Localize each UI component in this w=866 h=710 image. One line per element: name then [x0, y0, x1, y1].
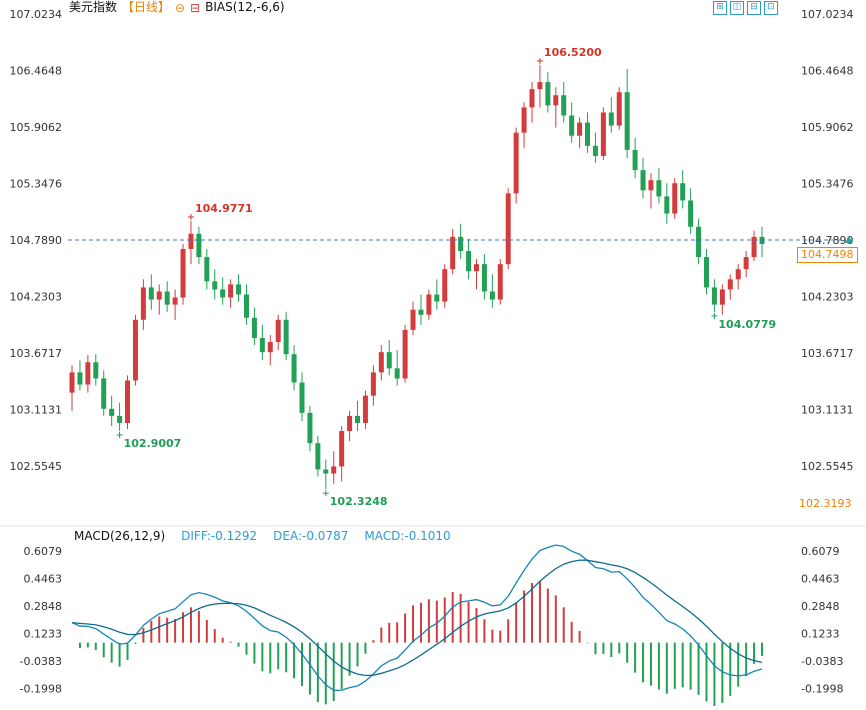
svg-text:105.3476: 105.3476: [801, 177, 854, 190]
period-label: 【日线】: [122, 0, 171, 14]
layout-minimize-icon[interactable]: ⊟: [747, 1, 761, 15]
svg-text:-0.0383: -0.0383: [20, 655, 62, 668]
svg-text:0.6079: 0.6079: [24, 545, 63, 558]
svg-text:104.0779: 104.0779: [718, 318, 776, 331]
macd-macd-value: MACD:-0.1010: [364, 529, 451, 543]
svg-text:102.5545: 102.5545: [10, 460, 63, 473]
chart-header: 美元指数 【日线】 ⊖ ⊟ BIAS(12,-6,6): [69, 0, 285, 15]
svg-text:-0.0383: -0.0383: [801, 655, 843, 668]
svg-text:102.3248: 102.3248: [330, 495, 388, 508]
svg-text:106.4648: 106.4648: [10, 64, 63, 77]
svg-text:107.0234: 107.0234: [801, 8, 854, 21]
svg-text:105.9062: 105.9062: [10, 121, 63, 134]
svg-text:104.2303: 104.2303: [10, 291, 63, 304]
svg-text:106.4648: 106.4648: [801, 64, 854, 77]
svg-text:104.2303: 104.2303: [801, 291, 854, 304]
svg-text:105.9062: 105.9062: [801, 121, 854, 134]
macd-diff-value: DIFF:-0.1292: [181, 529, 258, 543]
layout-expand-icon[interactable]: ⊡: [764, 1, 778, 15]
svg-text:102.5545: 102.5545: [801, 460, 854, 473]
macd-params-label: MACD(26,12,9): [74, 529, 166, 543]
svg-text:102.9007: 102.9007: [124, 437, 182, 450]
last-price-badge: 104.7498: [797, 246, 858, 263]
svg-text:0.6079: 0.6079: [801, 545, 840, 558]
svg-text:105.3476: 105.3476: [10, 177, 63, 190]
svg-text:0.4463: 0.4463: [24, 573, 63, 586]
svg-text:103.1131: 103.1131: [10, 404, 63, 417]
svg-text:0.4463: 0.4463: [801, 573, 840, 586]
svg-text:0.1233: 0.1233: [24, 628, 63, 641]
layout-split-icon[interactable]: ◫: [730, 1, 744, 15]
svg-text:-0.1998: -0.1998: [801, 683, 843, 696]
svg-text:104.7890: 104.7890: [10, 234, 63, 247]
svg-text:0.2848: 0.2848: [801, 600, 840, 613]
chart-toolbar: ⊞ ◫ ⊟ ⊡: [713, 1, 778, 15]
svg-text:104.9771: 104.9771: [195, 202, 253, 215]
low-axis-value: 102.3193: [799, 497, 852, 510]
symbol-title: 美元指数: [69, 0, 118, 14]
layout-grid-icon[interactable]: ⊞: [713, 1, 727, 15]
svg-text:0.2848: 0.2848: [24, 600, 63, 613]
svg-text:107.0234: 107.0234: [10, 8, 63, 21]
macd-header: MACD(26,12,9) DIFF:-0.1292 DEA:-0.0787 M…: [74, 529, 451, 543]
svg-text:-0.1998: -0.1998: [20, 683, 62, 696]
macd-dea-value: DEA:-0.0787: [273, 529, 349, 543]
svg-text:103.6717: 103.6717: [801, 347, 854, 360]
bias-indicator-label: BIAS(12,-6,6): [205, 0, 285, 14]
svg-text:103.6717: 103.6717: [10, 347, 63, 360]
svg-text:103.1131: 103.1131: [801, 404, 854, 417]
collapse-icon[interactable]: ⊖: [175, 0, 186, 15]
svg-text:106.5200: 106.5200: [544, 46, 602, 59]
svg-text:0.1233: 0.1233: [801, 628, 840, 641]
indicator-icon[interactable]: ⊟: [190, 0, 201, 15]
